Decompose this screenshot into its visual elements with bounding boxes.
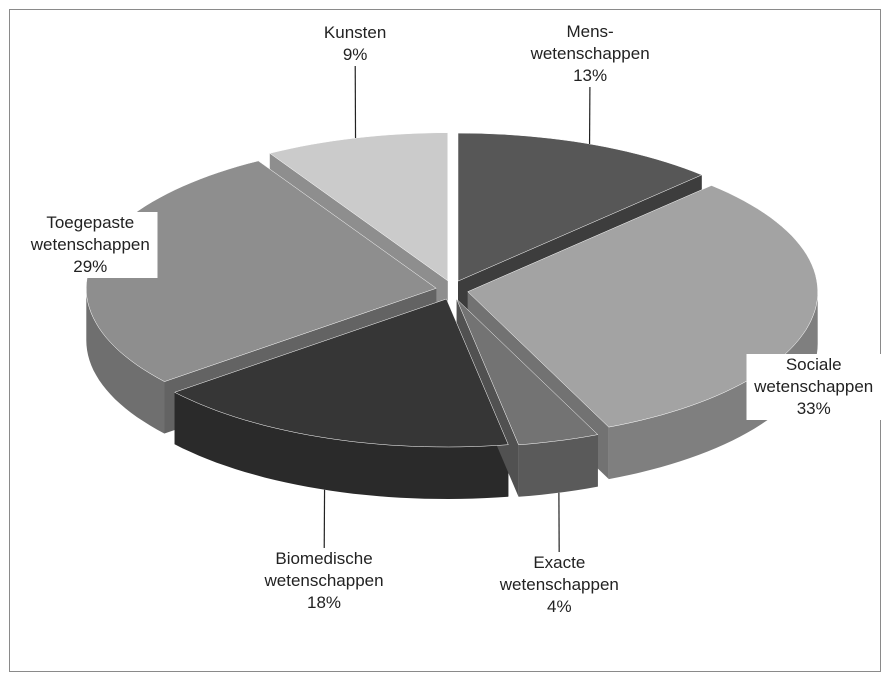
- slice-outer-side: [86, 288, 165, 434]
- data-label: Kunsten 9%: [287, 22, 423, 67]
- data-label: Mens-wetenschappen 13%: [522, 21, 658, 88]
- slice-category: Kunsten: [323, 23, 387, 43]
- slice-value: 29%: [73, 256, 108, 276]
- slice-outer-side: [518, 434, 598, 497]
- slice-category: Biomedische wetenschappen: [264, 548, 384, 590]
- slice-value: 18%: [307, 592, 342, 612]
- slice: [467, 185, 818, 428]
- data-label: Biomedische wetenschappen 18%: [256, 547, 392, 614]
- slice-category: Mens-wetenschappen: [530, 22, 650, 64]
- slice-outer-side: [608, 291, 818, 480]
- data-label: Sociale wetenschappen 33%: [746, 354, 882, 421]
- slice-value: 13%: [573, 66, 608, 86]
- slice-category: Toegepaste wetenschappen: [30, 212, 150, 254]
- slice: [456, 299, 599, 446]
- slice-category: Exacte wetenschappen: [499, 553, 619, 595]
- slice-outer-side: [174, 392, 509, 499]
- slice-value: 33%: [796, 399, 831, 419]
- slice: [269, 132, 449, 282]
- slice-value: 9%: [342, 45, 368, 65]
- slice-value: 4%: [547, 597, 572, 617]
- slice: [173, 298, 509, 448]
- data-label: Toegepaste wetenschappen 29%: [22, 211, 158, 278]
- data-label: Exacte wetenschappen 4%: [491, 552, 627, 619]
- slice-category: Sociale wetenschappen: [754, 355, 874, 397]
